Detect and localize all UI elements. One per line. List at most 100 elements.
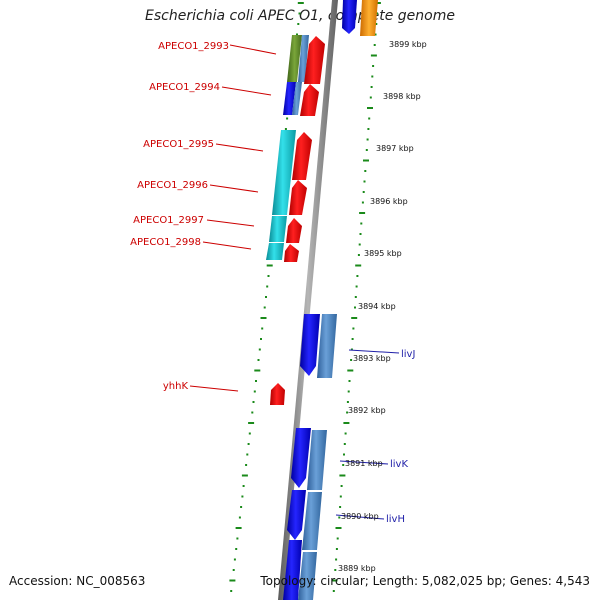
track-dot	[347, 390, 350, 393]
kbp-label-3896: 3896 kbp	[370, 197, 408, 206]
track-dot	[350, 348, 353, 351]
track-dot	[263, 306, 266, 309]
track-dot	[336, 537, 339, 540]
kbp-label-3891: 3891 kbp	[345, 459, 383, 468]
track-dot	[284, 128, 287, 130]
track-dot	[344, 432, 347, 435]
gene-red-2997	[286, 218, 302, 243]
gene-top-orange	[360, 0, 378, 36]
track-dot	[254, 369, 261, 372]
track-dot	[235, 548, 238, 550]
track-dot	[346, 411, 349, 414]
track-dot	[351, 317, 358, 319]
track-dot	[367, 107, 373, 109]
track-dot	[335, 548, 338, 550]
track-dot	[248, 432, 251, 435]
gene-red-yhhK	[270, 383, 285, 405]
track-dot	[266, 264, 273, 267]
gene-olive	[287, 35, 302, 82]
track-dot	[261, 327, 264, 330]
track-dot	[246, 453, 249, 456]
track-dot	[230, 590, 233, 592]
track-dot	[352, 327, 355, 330]
track-dot	[362, 191, 365, 193]
track-dot	[359, 233, 362, 235]
gene-steel-a	[298, 35, 309, 82]
track-dot	[343, 443, 346, 445]
track-dot	[257, 359, 260, 361]
track-dot	[338, 516, 341, 519]
track-dot	[358, 243, 361, 246]
track-dot	[354, 296, 357, 298]
gene-red-2998	[284, 244, 299, 262]
kbp-label-3894: 3894 kbp	[358, 302, 396, 311]
accession-text: Accession: NC_008563	[9, 574, 146, 588]
label-yhhK: yhhK	[163, 381, 189, 392]
track-dot	[351, 338, 354, 340]
gene-steel-b	[292, 82, 302, 115]
track-dot	[339, 474, 346, 477]
track-dot	[361, 201, 364, 204]
label-livJ: livJ	[401, 349, 415, 360]
kbp-label-3895: 3895 kbp	[364, 249, 402, 258]
track-dot	[339, 495, 342, 498]
track-dot	[233, 558, 236, 561]
track-dot	[240, 506, 243, 508]
gene-blue-livK	[291, 428, 311, 488]
track-dot	[296, 33, 298, 36]
track-dot	[241, 495, 244, 498]
track-dot	[363, 180, 366, 183]
track-dot	[260, 338, 262, 340]
label-apeco1-2996: APECO1_2996	[137, 180, 208, 191]
track-dot	[247, 443, 250, 445]
track-dot	[229, 579, 236, 582]
track-dot	[374, 2, 381, 4]
track-dot	[360, 222, 363, 225]
gene-blue-livH	[287, 490, 306, 540]
track-dot	[346, 401, 349, 403]
track-dot	[267, 275, 270, 277]
track-dot	[253, 390, 256, 393]
track-dot	[266, 285, 269, 288]
map-title: Escherichia coli APEC O1, complete genom…	[145, 8, 455, 24]
label-livH: livH	[386, 514, 405, 525]
outer-dotted-track	[331, 2, 381, 592]
track-dot	[260, 317, 267, 319]
gene-blue-a	[283, 82, 296, 115]
kbp-label-3889: 3889 kbp	[338, 564, 376, 573]
track-dot	[355, 285, 358, 288]
genome-backbone	[278, 0, 338, 600]
gene-cyan-c	[266, 243, 284, 260]
leader-lines	[189, 44, 400, 520]
track-dot	[248, 422, 255, 424]
track-dot	[286, 117, 289, 120]
track-dot	[340, 485, 343, 487]
track-dot	[376, 12, 379, 15]
track-dot	[335, 558, 338, 561]
track-dot	[265, 296, 267, 298]
kbp-label-3898: 3898 kbp	[383, 92, 421, 101]
label-apeco1-2994: APECO1_2994	[149, 82, 220, 93]
track-dot	[354, 306, 356, 309]
track-dot	[339, 506, 342, 508]
track-dot	[373, 44, 376, 46]
track-dot	[241, 474, 248, 477]
kbp-label-3893: 3893 kbp	[353, 354, 391, 363]
track-dot	[334, 569, 337, 571]
kbp-label-3890: 3890 kbp	[341, 512, 379, 521]
track-dot	[355, 264, 362, 267]
track-dot	[356, 275, 359, 277]
track-dot	[297, 23, 300, 25]
gene-blue-lower	[283, 540, 302, 600]
gene-steel-livJ	[317, 314, 337, 378]
track-dot	[255, 380, 257, 382]
label-apeco1-2995: APECO1_2995	[143, 139, 214, 150]
track-dot	[297, 2, 304, 4]
track-dot	[367, 128, 370, 130]
track-dot	[366, 138, 369, 141]
track-dot	[251, 411, 254, 414]
track-dot	[332, 590, 335, 592]
track-dot	[236, 537, 239, 540]
gene-steel-lower	[298, 552, 317, 600]
